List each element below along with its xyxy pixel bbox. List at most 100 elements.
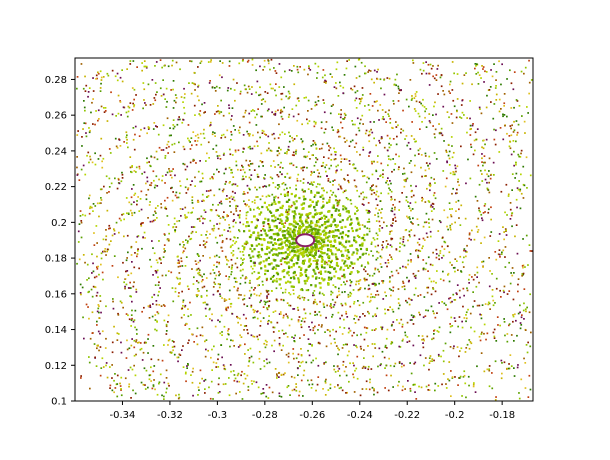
data-point bbox=[357, 209, 359, 212]
data-point bbox=[105, 175, 108, 178]
data-point bbox=[523, 184, 526, 187]
data-point bbox=[476, 304, 479, 307]
data-point bbox=[358, 75, 361, 78]
data-point bbox=[455, 192, 457, 195]
data-point bbox=[79, 210, 82, 212]
data-point bbox=[228, 60, 231, 63]
data-point bbox=[330, 230, 333, 234]
data-point bbox=[390, 270, 393, 273]
data-point bbox=[217, 105, 219, 107]
data-point bbox=[437, 353, 440, 356]
data-point bbox=[228, 107, 231, 109]
data-point bbox=[505, 229, 507, 231]
data-point bbox=[314, 223, 317, 226]
data-point bbox=[337, 203, 340, 206]
data-point bbox=[304, 251, 307, 254]
data-point bbox=[338, 199, 341, 202]
data-point bbox=[97, 345, 99, 347]
data-point bbox=[229, 305, 232, 308]
data-point bbox=[328, 264, 331, 267]
data-point bbox=[278, 278, 281, 281]
data-point bbox=[345, 240, 348, 244]
data-point bbox=[218, 74, 221, 77]
data-point bbox=[293, 277, 296, 280]
data-point bbox=[355, 248, 358, 251]
data-point bbox=[327, 389, 330, 391]
data-point bbox=[369, 296, 372, 299]
data-point bbox=[359, 345, 362, 348]
data-point bbox=[113, 229, 116, 232]
data-point bbox=[99, 374, 102, 377]
data-point bbox=[346, 280, 348, 283]
data-point bbox=[92, 123, 94, 125]
data-point bbox=[89, 207, 91, 210]
data-point bbox=[293, 234, 296, 237]
data-point bbox=[167, 339, 170, 342]
data-point bbox=[248, 289, 251, 292]
data-point bbox=[437, 64, 439, 67]
data-point bbox=[308, 326, 310, 328]
data-point bbox=[200, 296, 203, 298]
data-point bbox=[368, 253, 370, 256]
data-point bbox=[468, 339, 471, 341]
data-point bbox=[234, 277, 237, 280]
data-point bbox=[343, 281, 345, 283]
data-point bbox=[276, 184, 279, 186]
data-point bbox=[159, 87, 162, 90]
data-point bbox=[155, 300, 158, 302]
data-point bbox=[377, 109, 379, 112]
data-point bbox=[326, 236, 329, 239]
data-point bbox=[195, 335, 198, 338]
data-point bbox=[287, 213, 290, 216]
data-point bbox=[116, 79, 119, 82]
data-point bbox=[241, 263, 243, 265]
data-point bbox=[288, 113, 291, 116]
data-point bbox=[342, 245, 345, 248]
data-point bbox=[300, 267, 303, 270]
data-point bbox=[489, 270, 491, 272]
data-point bbox=[481, 161, 483, 163]
data-point bbox=[289, 276, 293, 280]
data-point bbox=[392, 218, 394, 220]
data-point bbox=[382, 280, 385, 282]
data-point bbox=[392, 158, 394, 160]
data-point bbox=[515, 140, 517, 143]
data-point bbox=[224, 219, 226, 221]
data-point bbox=[508, 261, 510, 264]
data-point bbox=[242, 261, 244, 264]
data-point bbox=[338, 277, 341, 280]
data-point bbox=[97, 71, 99, 74]
data-point bbox=[303, 297, 306, 299]
data-point bbox=[92, 270, 95, 273]
data-point bbox=[340, 161, 342, 163]
data-point bbox=[305, 268, 308, 271]
data-point bbox=[76, 156, 78, 158]
data-point bbox=[218, 112, 221, 115]
data-point bbox=[443, 209, 446, 212]
data-point bbox=[178, 192, 181, 195]
data-point bbox=[327, 248, 330, 251]
data-point bbox=[250, 355, 253, 358]
data-point bbox=[270, 249, 273, 252]
data-point bbox=[247, 365, 250, 367]
data-point bbox=[263, 177, 265, 179]
data-point bbox=[242, 178, 245, 180]
data-point bbox=[446, 161, 448, 164]
data-point bbox=[315, 260, 318, 263]
data-point bbox=[273, 132, 275, 135]
data-point bbox=[225, 180, 227, 183]
data-point bbox=[344, 246, 347, 249]
data-point bbox=[115, 221, 118, 224]
data-point bbox=[248, 88, 251, 90]
data-point bbox=[183, 148, 186, 151]
data-point bbox=[375, 232, 378, 235]
data-point bbox=[274, 110, 277, 113]
data-point bbox=[289, 205, 292, 208]
data-point bbox=[397, 124, 399, 127]
data-point bbox=[314, 123, 317, 125]
data-point bbox=[527, 264, 529, 266]
data-point bbox=[261, 243, 264, 246]
data-point bbox=[457, 325, 459, 328]
data-point bbox=[502, 115, 504, 118]
data-point bbox=[406, 301, 409, 304]
